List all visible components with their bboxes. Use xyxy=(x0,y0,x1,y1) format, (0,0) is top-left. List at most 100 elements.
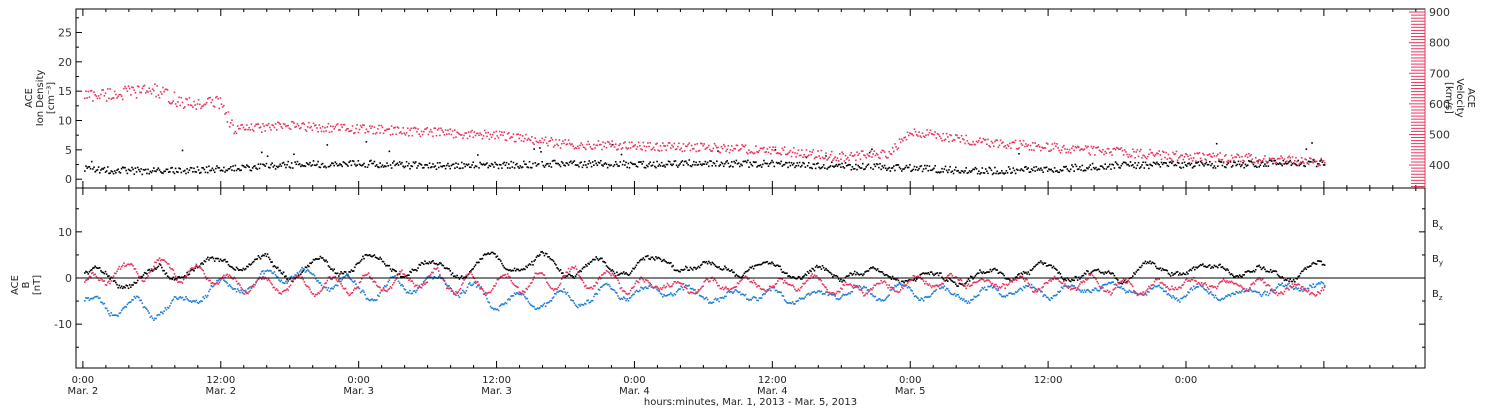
b-bz-point xyxy=(693,292,695,295)
b-by-point xyxy=(867,288,870,291)
b-bx-point xyxy=(683,268,686,271)
density-point xyxy=(786,162,788,164)
b-bx-point xyxy=(686,266,688,269)
b-bx-point xyxy=(1177,274,1180,276)
density-point xyxy=(921,170,924,173)
b-bz-point xyxy=(363,274,365,277)
b-bz-point xyxy=(598,276,601,278)
b-by-point xyxy=(359,291,362,294)
b-by-point xyxy=(1081,289,1084,292)
b-by-point xyxy=(516,292,518,294)
b-bx-point xyxy=(992,268,995,270)
b-bx-point xyxy=(1217,266,1219,269)
velocity-point xyxy=(1115,146,1118,149)
b-bx-point xyxy=(1299,272,1302,275)
density-point xyxy=(156,168,159,171)
b-by-point xyxy=(288,277,291,280)
velocity-point xyxy=(924,136,926,138)
b-by-point xyxy=(403,288,406,290)
b-bz-point xyxy=(535,272,538,275)
b-by-point xyxy=(1268,292,1271,295)
b-bz-point xyxy=(95,275,98,278)
density-point xyxy=(536,163,539,166)
b-bz-point xyxy=(318,292,321,295)
b-bx-point xyxy=(167,276,170,279)
b-bx-point xyxy=(1150,262,1152,265)
velocity-point xyxy=(578,147,580,149)
velocity-point xyxy=(775,152,778,155)
b-by-point xyxy=(602,284,604,287)
density-point xyxy=(734,162,737,164)
density-point xyxy=(772,161,774,164)
velocity-point xyxy=(1136,149,1139,151)
b-bz-point xyxy=(177,281,179,284)
density-point xyxy=(370,159,372,162)
b-bx-point xyxy=(727,268,730,270)
b-by-point xyxy=(269,269,271,272)
velocity-point xyxy=(1281,157,1283,159)
b-bx-point xyxy=(1284,278,1287,281)
b-bz-point xyxy=(132,265,134,267)
b-bx-point xyxy=(1079,278,1081,280)
b-by-point xyxy=(118,312,121,315)
b-bx-point xyxy=(915,278,918,280)
density-point xyxy=(897,164,900,166)
b-by-point xyxy=(803,297,805,300)
b-bz-point xyxy=(508,275,510,278)
velocity-point xyxy=(1190,157,1193,160)
velocity-point xyxy=(1000,142,1003,145)
b-bx-point xyxy=(1140,266,1142,269)
b-bx-point xyxy=(90,269,93,271)
b-bx-point xyxy=(1099,271,1102,274)
b-by-point xyxy=(645,287,648,290)
density-point xyxy=(327,165,330,168)
b-by-point xyxy=(922,299,925,302)
b-bx-point xyxy=(442,264,445,267)
b-by-point xyxy=(957,293,959,296)
density-point xyxy=(1081,164,1084,167)
b-bx-point xyxy=(972,277,974,280)
b-bz-point xyxy=(398,270,401,273)
b-bx-point xyxy=(696,267,699,269)
b-bz-point xyxy=(271,283,273,286)
b-by-point xyxy=(1195,286,1197,289)
b-bz-point xyxy=(844,281,847,284)
velocity-point xyxy=(871,156,873,158)
density-point xyxy=(459,167,462,170)
velocity-point xyxy=(1065,151,1067,154)
b-by-point xyxy=(424,279,426,282)
density-point xyxy=(1021,169,1024,171)
b-bx-point xyxy=(421,262,424,265)
b-by-point xyxy=(902,284,904,286)
b-bz-point xyxy=(290,280,293,282)
density-point xyxy=(650,165,653,167)
b-by-point xyxy=(693,289,695,291)
b-bx-point xyxy=(135,282,138,284)
velocity-point xyxy=(113,90,116,93)
b-bx-point xyxy=(593,258,595,261)
b-by-point xyxy=(775,289,778,292)
b-by-point xyxy=(1207,292,1210,295)
b-bx-point xyxy=(856,271,858,274)
velocity-point xyxy=(868,155,871,158)
velocity-point xyxy=(1026,145,1028,147)
b-bx-point xyxy=(860,273,863,275)
velocity-point xyxy=(225,111,227,114)
b-bx-point xyxy=(1228,271,1231,274)
b-bz-point xyxy=(223,274,225,277)
b-bx-point xyxy=(934,273,936,275)
b-by-point xyxy=(126,303,129,306)
b-bz-point xyxy=(458,289,461,291)
b-by-point xyxy=(1318,282,1320,284)
density-point xyxy=(1218,160,1220,162)
velocity-point xyxy=(604,142,607,144)
b-by-point xyxy=(552,296,555,298)
b-bx-point xyxy=(297,274,300,277)
b-bz-point xyxy=(108,280,110,283)
b-by-point xyxy=(241,291,244,294)
velocity-point xyxy=(581,144,584,146)
b-by-point xyxy=(1169,295,1172,297)
velocity-point xyxy=(1171,159,1173,162)
velocity-point xyxy=(1131,148,1134,151)
density-point xyxy=(1050,168,1053,171)
